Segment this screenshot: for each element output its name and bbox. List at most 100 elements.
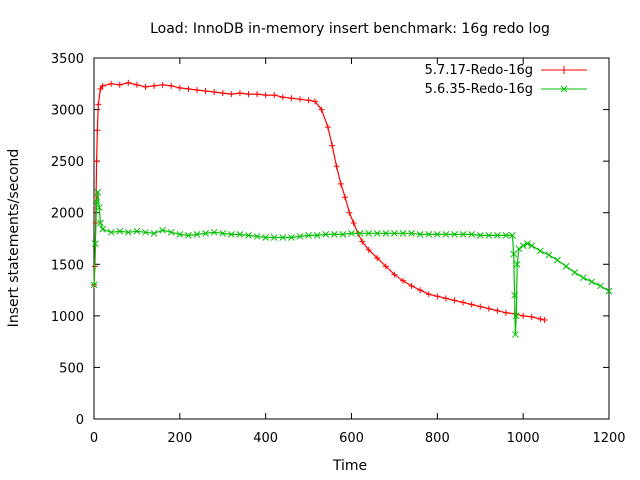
point-1-22 bbox=[236, 231, 244, 238]
point-1-1 bbox=[91, 240, 99, 248]
x-tick-label-2: 400 bbox=[253, 431, 278, 446]
point-0-20 bbox=[211, 89, 218, 96]
point-1-4 bbox=[95, 204, 103, 211]
point-0-32 bbox=[312, 98, 319, 105]
point-0-14 bbox=[159, 81, 166, 88]
point-1-52 bbox=[494, 232, 501, 239]
point-1-6 bbox=[99, 225, 106, 233]
point-1-40 bbox=[391, 229, 398, 237]
point-1-66 bbox=[554, 256, 561, 264]
point-1-48 bbox=[459, 231, 467, 238]
point-0-27 bbox=[271, 92, 278, 99]
point-1-45 bbox=[433, 231, 441, 238]
point-1-36 bbox=[356, 229, 364, 237]
point-1-28 bbox=[288, 234, 295, 241]
point-1-72 bbox=[605, 287, 613, 295]
point-0-52 bbox=[442, 295, 449, 302]
point-0-33 bbox=[318, 106, 325, 113]
point-0-28 bbox=[279, 94, 286, 101]
point-1-8 bbox=[116, 227, 124, 235]
point-0-53 bbox=[451, 297, 458, 304]
point-0-21 bbox=[219, 90, 226, 97]
point-1-23 bbox=[245, 232, 252, 239]
series-0 bbox=[91, 79, 548, 323]
point-0-59 bbox=[503, 309, 509, 316]
point-0-10 bbox=[125, 79, 132, 86]
point-1-42 bbox=[408, 229, 415, 237]
point-0-56 bbox=[477, 303, 484, 310]
point-0-19 bbox=[202, 88, 209, 95]
point-0-17 bbox=[185, 85, 192, 92]
series-line-0 bbox=[93, 82, 545, 321]
point-0-18 bbox=[194, 86, 200, 93]
point-1-54 bbox=[509, 232, 516, 239]
point-0-3 bbox=[93, 158, 100, 165]
point-0-25 bbox=[254, 91, 261, 98]
point-0-9 bbox=[116, 81, 123, 88]
point-1-41 bbox=[399, 229, 407, 237]
x-tick-label-0: 0 bbox=[90, 431, 98, 446]
point-1-20 bbox=[219, 229, 227, 237]
point-0-7 bbox=[99, 82, 106, 89]
point-0-43 bbox=[365, 246, 372, 253]
series-1 bbox=[90, 188, 613, 338]
series-layer bbox=[90, 79, 613, 338]
point-1-25 bbox=[262, 234, 270, 241]
y-tick-label-2: 1000 bbox=[51, 310, 84, 325]
point-1-44 bbox=[425, 231, 433, 238]
point-1-18 bbox=[202, 229, 209, 237]
point-1-17 bbox=[193, 231, 201, 238]
y-axis-label: Insert statements/second bbox=[6, 149, 22, 328]
point-0-34 bbox=[324, 124, 331, 131]
point-0-4 bbox=[94, 127, 101, 134]
legend-label-0: 5.7.17-Redo-16g bbox=[425, 63, 533, 78]
point-1-56 bbox=[511, 291, 518, 299]
point-0-29 bbox=[288, 95, 295, 102]
point-1-35 bbox=[348, 229, 355, 237]
point-1-64 bbox=[536, 247, 544, 255]
legend-label-1: 5.6.35-Redo-16g bbox=[425, 82, 533, 97]
legend-marker-0 bbox=[560, 66, 568, 74]
point-0-26 bbox=[262, 92, 269, 99]
point-1-27 bbox=[279, 234, 287, 241]
point-1-34 bbox=[339, 231, 347, 238]
point-0-6 bbox=[97, 85, 104, 92]
point-1-15 bbox=[176, 231, 184, 238]
y-tick-label-6: 3000 bbox=[51, 104, 84, 119]
point-1-21 bbox=[227, 231, 235, 238]
point-1-7 bbox=[107, 228, 115, 236]
point-0-36 bbox=[333, 163, 340, 170]
point-1-58 bbox=[512, 312, 520, 320]
point-0-54 bbox=[460, 299, 467, 306]
chart-title: Load: InnoDB in-memory insert benchmark:… bbox=[150, 21, 550, 37]
point-1-68 bbox=[571, 269, 579, 276]
y-tick-label-5: 2500 bbox=[51, 155, 84, 170]
point-1-3 bbox=[94, 188, 102, 196]
point-1-63 bbox=[528, 242, 536, 250]
point-1-61 bbox=[519, 242, 527, 250]
point-1-37 bbox=[365, 229, 373, 237]
x-tick-label-5: 1000 bbox=[507, 431, 540, 446]
point-1-55 bbox=[510, 250, 518, 258]
point-1-29 bbox=[296, 233, 304, 240]
point-1-9 bbox=[124, 228, 132, 236]
point-1-0 bbox=[90, 281, 98, 289]
plot-frame bbox=[93, 57, 610, 420]
point-0-5 bbox=[95, 101, 102, 108]
point-0-42 bbox=[359, 238, 366, 245]
point-0-22 bbox=[228, 91, 235, 98]
point-0-48 bbox=[408, 282, 415, 289]
y-tick-label-3: 1500 bbox=[51, 258, 84, 273]
point-0-47 bbox=[400, 277, 406, 284]
point-1-51 bbox=[485, 232, 493, 239]
point-0-13 bbox=[151, 82, 158, 89]
point-0-23 bbox=[236, 90, 243, 97]
point-1-10 bbox=[133, 227, 141, 235]
x-tick-label-6: 1200 bbox=[592, 431, 625, 446]
point-1-50 bbox=[476, 232, 484, 239]
point-1-11 bbox=[142, 228, 149, 236]
point-1-60 bbox=[515, 245, 523, 253]
point-1-67 bbox=[562, 262, 570, 270]
point-1-38 bbox=[373, 229, 381, 237]
x-tick-label-1: 200 bbox=[167, 431, 192, 446]
